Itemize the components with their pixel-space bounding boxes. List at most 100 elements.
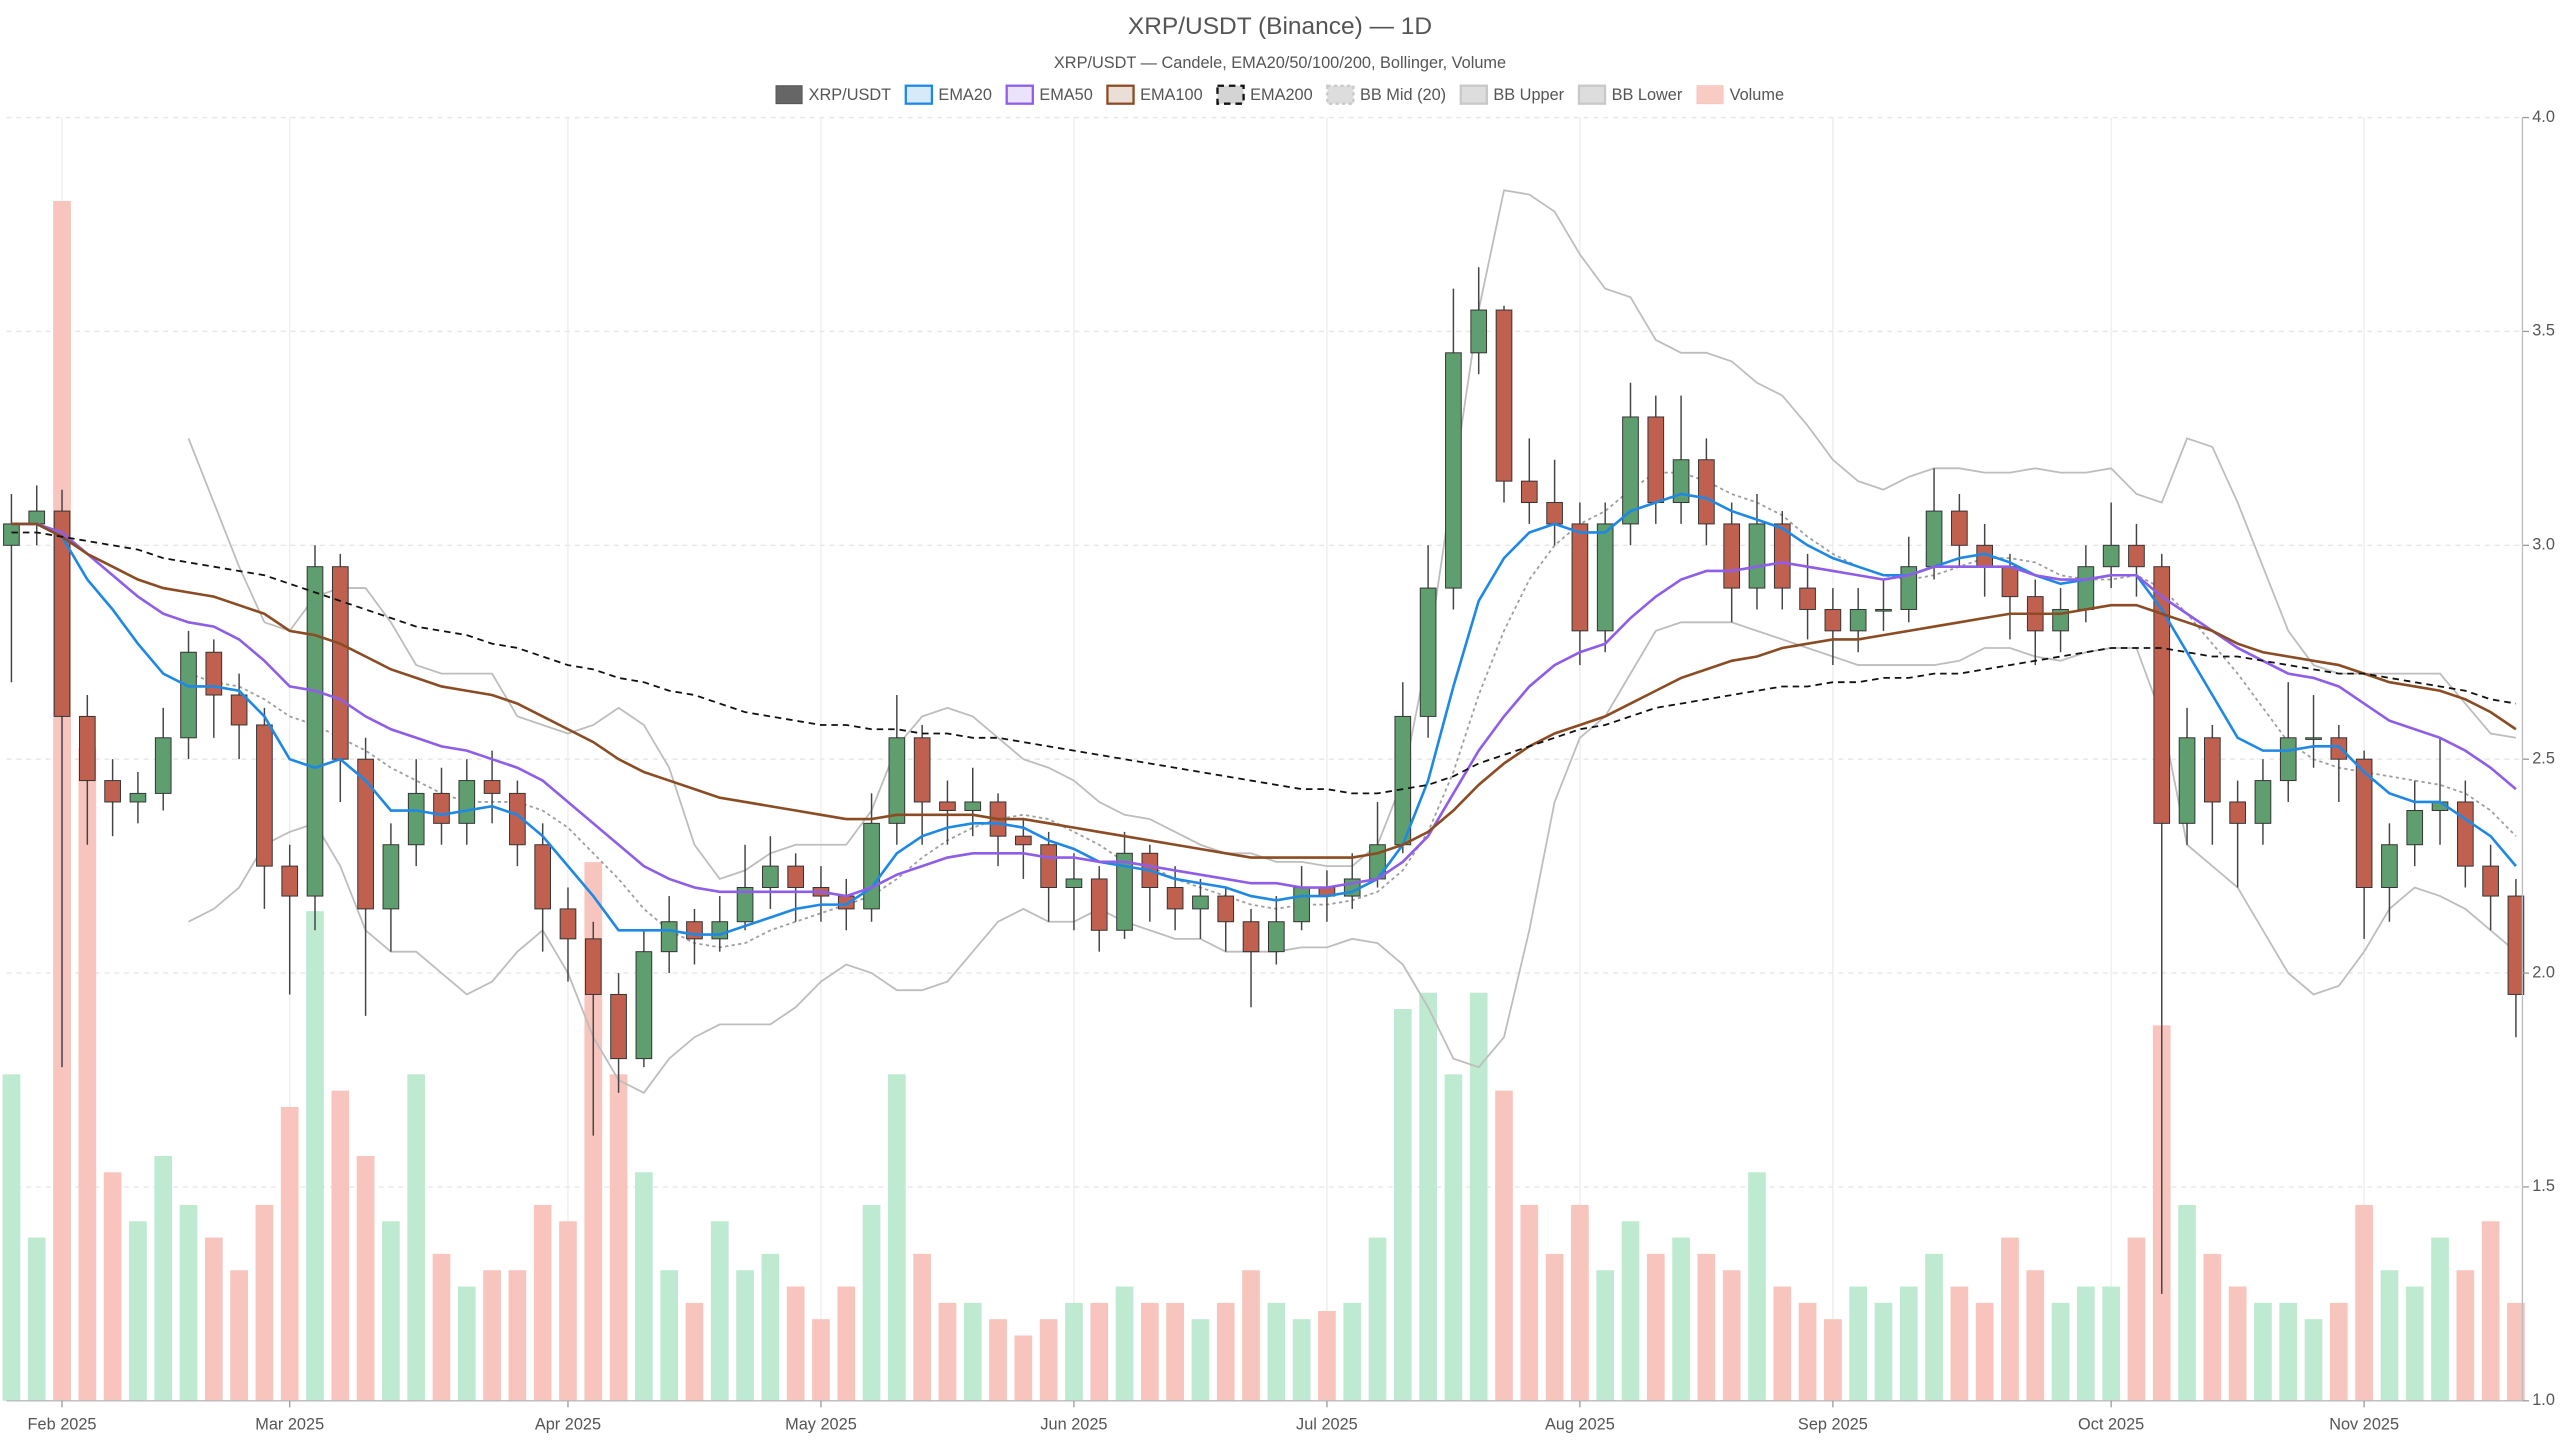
x-tick-label: Feb 2025 [28, 1416, 97, 1434]
candle-body [2406, 810, 2424, 846]
volume-bar [609, 1074, 628, 1401]
volume-bar [2001, 1237, 2019, 1401]
legend-swatch [1106, 84, 1135, 105]
volume-bar [103, 1172, 122, 1401]
volume-bar [2178, 1204, 2196, 1401]
volume-bar [154, 1155, 173, 1401]
candle-body [610, 993, 627, 1060]
candle-body [1849, 608, 1867, 632]
candle-body [863, 822, 880, 910]
legend-swatch [1005, 84, 1034, 105]
volume-bar [1140, 1302, 1159, 1401]
candle-body [407, 792, 425, 846]
candle-body [2279, 737, 2297, 782]
candle-body [331, 566, 349, 760]
volume-bar [1824, 1319, 1842, 1401]
y-tick-label: 3.0 [2532, 536, 2555, 554]
volume-bar [331, 1090, 350, 1401]
candle-body [1116, 852, 1133, 931]
candle-body [1773, 523, 1791, 589]
candle-body [1166, 887, 1184, 910]
legend-swatch [1459, 84, 1489, 105]
volume-bar [685, 1302, 704, 1401]
candle-body [509, 792, 526, 846]
chart-title: XRP/USDT (Binance) — 1D [1128, 13, 1432, 40]
candle-body [1394, 715, 1412, 846]
volume-bar [736, 1270, 754, 1401]
legend-label: Volume [1730, 86, 1784, 104]
candle-body [1799, 587, 1816, 610]
candle-body [1748, 523, 1766, 589]
volume-bar [2431, 1237, 2449, 1401]
volume-bar [862, 1204, 881, 1401]
volume-bar [2279, 1302, 2298, 1401]
candle-body [1242, 921, 1260, 953]
candle-layer [3, 267, 2525, 1294]
candle-body [1698, 459, 1715, 525]
volume-bar [1697, 1253, 1716, 1401]
volume-bar [1748, 1172, 1766, 1401]
volume-bar [2228, 1286, 2247, 1401]
volume-bar [1393, 1009, 1412, 1401]
volume-bar [2, 1074, 21, 1401]
candle-body [1951, 510, 1968, 546]
volume-bar [1520, 1204, 1539, 1401]
candle-body [78, 715, 96, 782]
legend-label: EMA100 [1140, 86, 1203, 104]
candle-body [28, 510, 46, 525]
candle-body [762, 865, 779, 888]
volume-bar [1975, 1302, 1994, 1401]
axes: 1.0 1.5 2.0 2.5 3.0 3.5 4.0 Feb 2025 Mar 2025 Apr… [6, 108, 2555, 1434]
volume-bar [2203, 1253, 2222, 1401]
candle-body [534, 844, 552, 910]
candle-body [2001, 566, 2019, 598]
legend-item: Volume [1696, 85, 1784, 105]
volume-bar [2026, 1270, 2045, 1401]
candle-body [2153, 566, 2171, 824]
volume-bar [1571, 1204, 1589, 1401]
x-tick-label: Apr 2025 [535, 1416, 601, 1434]
volume-bar [559, 1221, 577, 1401]
legend-label: BB Upper [1493, 86, 1564, 104]
volume-bar [1216, 1302, 1235, 1401]
x-tick-label: Jul 2025 [1296, 1416, 1358, 1434]
candle-body [1445, 352, 1462, 589]
volume-bar [533, 1204, 552, 1401]
candle-body [2204, 737, 2221, 803]
volume-bar [78, 747, 97, 1401]
legend-swatch [1696, 85, 1724, 105]
candle-body [2330, 737, 2348, 760]
volume-bar [255, 1204, 274, 1401]
volume-bar [129, 1221, 147, 1401]
legend: XRP/USDT EMA20 EMA50 EMA100 EMA200 BB Mid (20… [775, 84, 1784, 105]
legend-label: XRP/USDT [809, 86, 892, 104]
volume-layer [2, 200, 2525, 1401]
volume-bar [508, 1270, 527, 1401]
candle-body [180, 651, 197, 739]
candle-body [129, 792, 147, 803]
candle-body [2128, 544, 2145, 568]
candle-body [1824, 608, 1842, 632]
volume-bar [306, 911, 324, 1401]
candle-body [1470, 309, 1488, 354]
volume-bar [1545, 1253, 1564, 1401]
candle-body [888, 737, 906, 824]
candle-body [939, 801, 956, 812]
volume-bar [913, 1253, 932, 1401]
volume-bar [1621, 1221, 1640, 1401]
volume-bar [1773, 1286, 1792, 1401]
line-series [11, 522, 2517, 898]
candle-body [1090, 878, 1108, 931]
volume-bar [1950, 1286, 1969, 1401]
volume-bar [2507, 1302, 2525, 1401]
volume-bar [1469, 992, 1488, 1401]
volume-bar [660, 1270, 679, 1401]
candle-body [306, 566, 324, 897]
candle-body [787, 865, 804, 888]
volume-bar [2102, 1286, 2121, 1401]
volume-bar [1065, 1302, 1083, 1401]
candle-body [1267, 921, 1285, 953]
volume-bar [1318, 1311, 1336, 1401]
candle-body [1520, 480, 1538, 504]
